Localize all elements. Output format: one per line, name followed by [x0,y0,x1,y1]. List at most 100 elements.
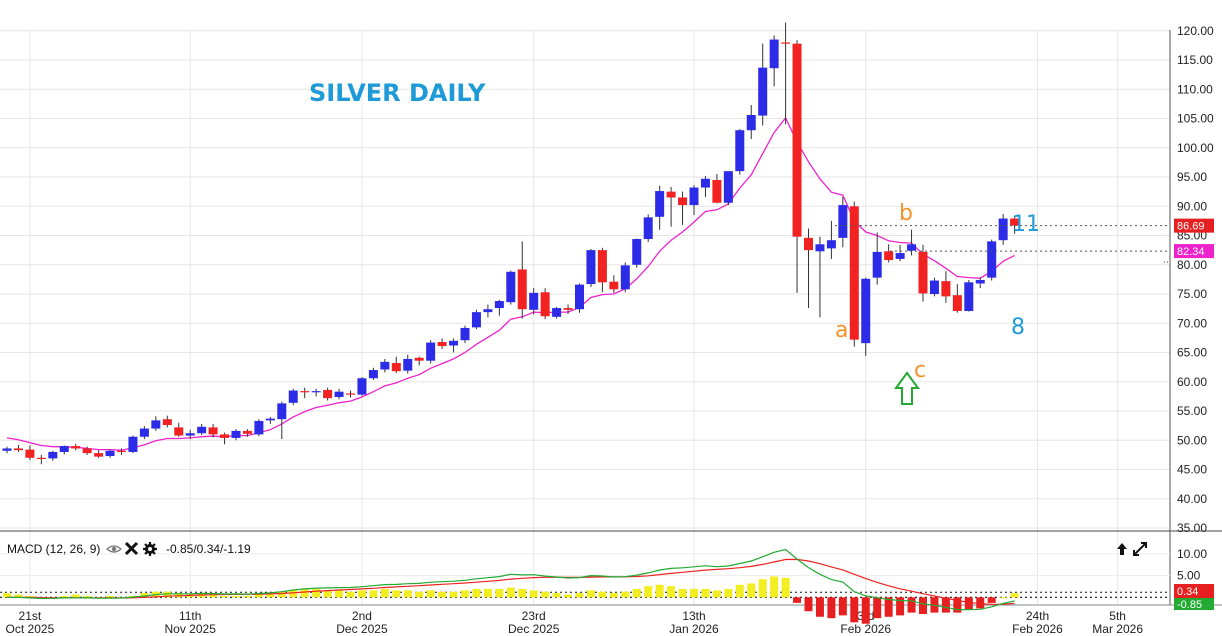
candle-body [781,42,791,44]
price-tick-label: 65.00 [1177,346,1207,360]
macd-histogram-bar [209,594,218,598]
price-tick-label: 110.00 [1177,82,1213,96]
macd-histogram-bar [919,597,927,614]
candle-body [25,449,35,458]
macd-histogram-bar [438,591,447,598]
macd-histogram-bar [655,584,664,598]
macd-values: -0.85/0.34/-1.19 [166,542,251,556]
candle-body [151,420,161,429]
macd-histogram-bar [999,597,1008,599]
candle-body [414,357,424,361]
macd-histogram-bar [861,597,870,624]
macd-histogram-bar [632,588,641,598]
macd-histogram-bar [380,588,389,598]
price-tick-label: 50.00 [1177,433,1207,447]
candle [494,299,504,316]
macd-value: 0.34 [1177,586,1198,598]
candle-body [460,327,470,341]
candle [815,236,825,318]
price-tick-label: 105.00 [1177,112,1214,126]
macd-histogram-bar [758,579,767,598]
macd-histogram-bar [472,588,481,598]
candle-body [609,281,619,290]
candle [391,356,401,373]
macd-histogram-bar [323,590,332,598]
candle [36,454,46,465]
candle-body [437,341,447,347]
macd-histogram-bar [621,591,630,598]
macd-histogram-bar [71,594,80,598]
last-price-value: 86.69 [1177,221,1205,233]
expand-icon[interactable] [1133,542,1147,556]
date-tick-day: 24th [1026,609,1049,623]
arrow-up-icon[interactable] [1117,543,1127,555]
candle-body [941,281,951,297]
candle-body [975,279,985,284]
candle [918,244,928,302]
candle [964,279,974,312]
macd-histogram-bar [793,597,802,603]
date-tick-month: Feb 2026 [1012,622,1063,636]
candle [449,338,459,353]
candle-body [380,361,390,370]
candle [552,306,562,319]
candle-body [403,358,413,371]
candle [242,429,252,437]
gear-icon[interactable] [143,542,157,556]
candle-body [620,265,630,290]
price-tick-label: 75.00 [1177,287,1207,301]
candles [2,22,1020,465]
candle-body [71,446,81,449]
candle [941,271,951,303]
signal-value-badge: -0.85 [1174,598,1214,611]
candle-body [563,308,573,310]
candle-body [655,191,665,217]
macd-indicator-label: MACD (12, 26, 9) [7,542,100,556]
candle-body [174,427,184,436]
candle [220,432,230,445]
price-tick-label: 40.00 [1177,492,1207,506]
candle [952,284,962,313]
candle-body [998,218,1008,241]
candle-body [987,241,997,278]
eye-icon[interactable] [106,545,122,553]
candle [265,416,275,424]
candle [563,304,573,314]
macd-histogram-bar [346,591,355,598]
candle [1010,216,1020,234]
date-tick-month: Dec 2025 [508,622,560,636]
ema-polyline [6,116,1015,451]
macd-histogram-bar [266,594,275,598]
price-tick-label: 120.00 [1177,24,1214,38]
candle-body [689,187,699,206]
candle [288,388,298,406]
candle-body [242,430,252,434]
date-tick-month: Mar 2026 [1092,622,1143,636]
candle-body [2,448,12,451]
candle [82,446,92,455]
wave-label-b: b [899,201,913,226]
candle-body [311,391,321,393]
macd-histogram-bar [163,591,172,598]
candle-body [723,171,733,203]
candle-body [517,269,527,310]
candle-body [48,451,58,459]
candle-body [265,418,275,421]
candle-body [323,389,333,399]
candle-body [769,39,779,69]
date-tick-day: 13th [682,609,705,623]
macd-histogram-bar [369,590,378,598]
candle [48,450,58,461]
macd-histogram-bar [964,597,973,610]
close-icon[interactable] [124,541,139,556]
candle [414,356,424,366]
ema-line [6,116,1015,451]
macd-histogram-bar [827,597,836,619]
macd-histogram-bar [690,588,698,598]
candle [368,367,378,381]
grid-lines [0,30,1170,605]
macd-tick-label: 5.00 [1177,569,1201,583]
macd-histogram-bar [598,591,607,598]
candle-body [36,457,46,460]
date-tick-month: Dec 2025 [336,622,388,636]
